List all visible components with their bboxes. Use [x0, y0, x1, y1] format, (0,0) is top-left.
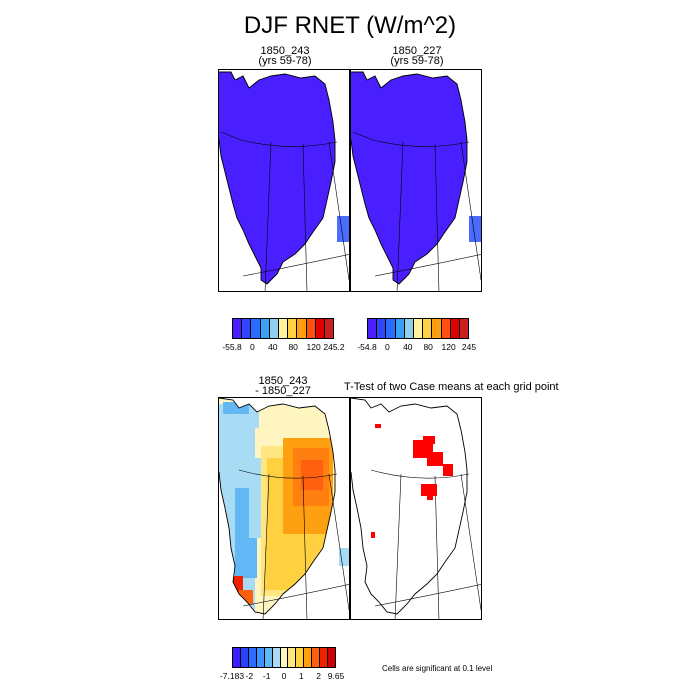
colorbar-tick-label: -54.8 [357, 342, 377, 352]
colorbar-swatch [248, 648, 257, 667]
colorbar-swatch [233, 648, 241, 667]
colorbar-tick-label: -1 [262, 671, 271, 681]
colorbar-swatch [288, 319, 298, 338]
colorbar-swatch [459, 319, 469, 338]
colorbar-swatch [264, 648, 273, 667]
colorbar-swatch [377, 319, 387, 338]
colorbar-swatch [297, 319, 307, 338]
colorbar-swatch [240, 648, 249, 667]
colorbar-panel-a-labels: -55.8 0 40 80 120 245.2 [222, 342, 344, 354]
ttest-panel-map [350, 397, 482, 620]
panel-b-title: 1850_227 (yrs 59-78) [352, 45, 482, 67]
panel-a-graticule [220, 131, 349, 291]
colorbar-tick-label: 0 [385, 342, 390, 352]
panel-a-years: (yrs 59-78) [258, 55, 312, 67]
ttest-coastline [351, 398, 468, 615]
colorbar-swatch [320, 648, 329, 667]
figure-title: DJF RNET (W/m^2) [243, 12, 457, 39]
colorbar-tick-label: 80 [423, 342, 433, 352]
colorbar-swatch [441, 319, 451, 338]
colorbar-swatch [242, 319, 252, 338]
colorbar-swatch [413, 319, 424, 338]
diff-graticule [238, 469, 349, 619]
colorbar-swatch [324, 319, 334, 338]
colorbar-swatch [328, 648, 335, 667]
colorbar-swatch [260, 319, 270, 338]
colorbar-tick-label: 0 [281, 671, 287, 681]
colorbar-diff [232, 647, 336, 668]
panel-b-graticule [352, 131, 481, 291]
ttest-graticule [370, 469, 481, 619]
colorbar-tick-label: 40 [268, 342, 278, 352]
colorbar-swatch [306, 319, 316, 338]
colorbar-panel-b [367, 318, 469, 339]
colorbar-swatch [315, 319, 325, 338]
colorbar-tick-label: -2 [245, 671, 254, 681]
colorbar-swatch [404, 319, 414, 338]
ttest-title: T-Test of two Case means at each grid po… [344, 381, 559, 393]
colorbar-swatch [288, 648, 297, 667]
significant-cells [371, 424, 453, 538]
colorbar-swatch [450, 319, 460, 338]
colorbar-swatch [272, 648, 281, 667]
colorbar-panel-a [232, 318, 334, 339]
colorbar-swatch [312, 648, 321, 667]
colorbar-swatch [233, 319, 243, 338]
colorbar-swatch [368, 319, 378, 338]
colorbar-tick-label: 40 [403, 342, 413, 352]
colorbar-tick-label: -55.8 [222, 342, 242, 352]
colorbar-tick-label: 120 [306, 342, 321, 352]
colorbar-panel-b-labels: -54.8 0 40 80 120 245 [357, 342, 476, 354]
colorbar-swatch [269, 319, 279, 338]
colorbar-swatch [256, 648, 265, 667]
panel-a-title: 1850_243 (yrs 59-78) [220, 45, 350, 67]
panel-b-land-fill [351, 72, 481, 284]
colorbar-tick-label: 245.2 [323, 342, 345, 352]
colorbar-tick-label: 1 [298, 671, 304, 681]
colorbar-tick-label: 0 [250, 342, 255, 352]
diff-field [219, 398, 335, 614]
colorbar-tick-label: 80 [288, 342, 298, 352]
colorbar-tick-label: 120 [441, 342, 456, 352]
diff-field-east-fragment [339, 548, 349, 566]
colorbar-swatch [278, 319, 289, 338]
diff-coastline [219, 398, 336, 615]
colorbar-swatch [395, 319, 405, 338]
colorbar-swatch [423, 319, 433, 338]
colorbar-tick-label: 245 [461, 342, 477, 352]
colorbar-swatch [386, 319, 396, 338]
panel-a-case-name: 1850_243 [260, 45, 310, 57]
colorbar-swatch [251, 319, 261, 338]
diff-panel-case-a: 1850_243 [258, 375, 308, 387]
colorbar-tick-label: 9.65 [327, 671, 345, 681]
panel-b-coastline [351, 71, 468, 285]
diff-panel-case-b: - 1850_227 [255, 385, 311, 397]
diff-panel-map [218, 397, 350, 620]
diff-panel-title: 1850_243 - 1850_227 [218, 375, 348, 397]
colorbar-tick-label: 2 [316, 671, 322, 681]
colorbar-swatch [296, 648, 305, 667]
panel-a-coastline [219, 71, 336, 285]
colorbar-diff-labels: -7.183 -2 -1 0 1 2 9.65 [220, 671, 344, 683]
significance-note: Cells are significant at 0.1 level [382, 664, 493, 673]
colorbar-swatch [280, 648, 289, 667]
colorbar-swatch [304, 648, 313, 667]
colorbar-tick-label: -7.183 [219, 671, 245, 681]
colorbar-swatch [432, 319, 442, 338]
panel-a-land-fill [219, 72, 349, 284]
panel-b-case-name: 1850_227 [392, 45, 442, 57]
panel-a-map [218, 69, 350, 292]
panel-b-map [350, 69, 482, 292]
panel-b-years: (yrs 59-78) [390, 55, 444, 67]
